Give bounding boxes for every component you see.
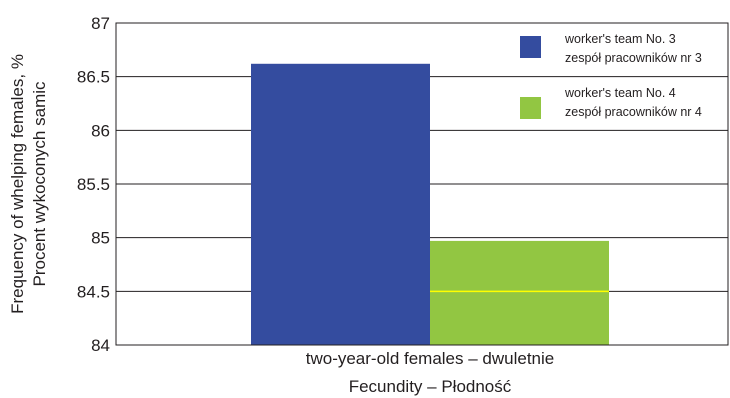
- bar-team-4: [430, 240, 609, 345]
- y-axis-title-line1: Frequency of whelping females, %: [8, 54, 27, 314]
- x-category-label: two-year-old females – dwuletnie: [306, 349, 555, 368]
- bar-team-3: [251, 63, 430, 345]
- y-tick-labels: 84 84.5 85 85.5 86 86.5 87: [77, 14, 110, 355]
- y-tick-label: 84.5: [77, 282, 110, 301]
- legend-label-team-4-line2: zespół pracowników nr 4: [565, 105, 702, 119]
- y-tick-label: 85: [91, 229, 110, 248]
- y-tick-label: 87: [91, 14, 110, 33]
- plot-area-frame: [115, 22, 729, 346]
- legend-label-team-3-line1: worker's team No. 3: [564, 32, 676, 46]
- legend-label-team-3-line2: zespół pracowników nr 3: [565, 51, 702, 65]
- y-axis-title-line2: Procent wykoconych samic: [30, 81, 49, 287]
- bars: [251, 63, 609, 345]
- y-tick-label: 85.5: [77, 175, 110, 194]
- y-tick-label: 84: [91, 336, 110, 355]
- y-tick-label: 86: [91, 121, 110, 140]
- y-tick-label: 86.5: [77, 68, 110, 87]
- legend-swatch-team-4: [520, 97, 541, 119]
- legend-label-team-4-line1: worker's team No. 4: [564, 86, 676, 100]
- legend: worker's team No. 3 zespół pracowników n…: [520, 32, 702, 119]
- legend-swatch-team-3: [520, 36, 541, 58]
- x-axis-title: Fecundity – Płodność: [349, 377, 512, 396]
